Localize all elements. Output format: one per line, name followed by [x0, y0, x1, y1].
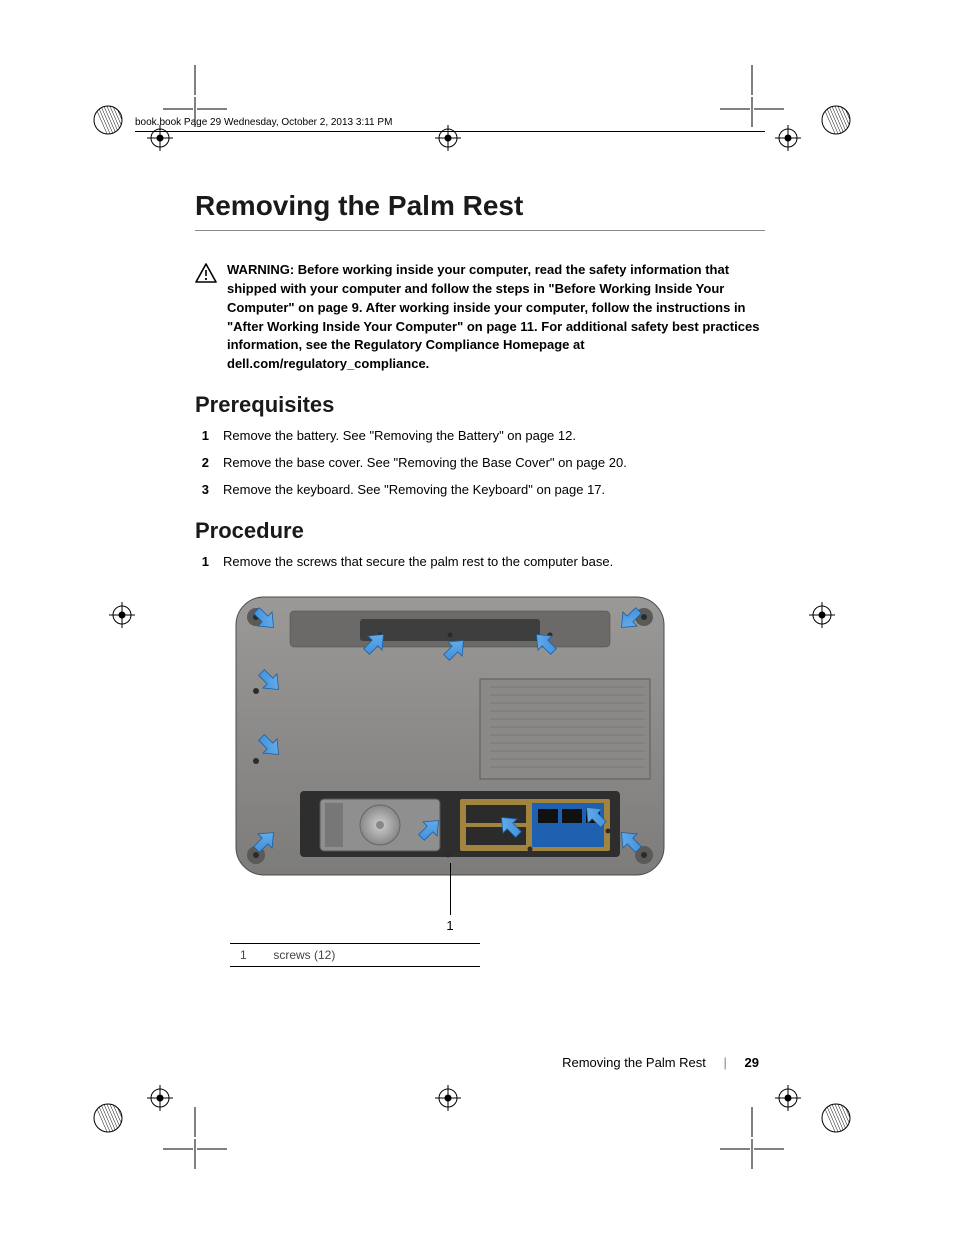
- step-text: Remove the base cover. See "Removing the…: [223, 453, 627, 474]
- step-number: 1: [195, 552, 209, 573]
- registration-mark-icon: [194, 1139, 196, 1174]
- registration-mark-icon: [809, 602, 835, 633]
- step-number: 3: [195, 480, 209, 501]
- step-number: 2: [195, 453, 209, 474]
- registration-mark-icon: [147, 125, 173, 156]
- step-text: Remove the keyboard. See "Removing the K…: [223, 480, 605, 501]
- procedure-list: 1 Remove the screws that secure the palm …: [195, 552, 765, 573]
- registration-mark-icon: [751, 97, 753, 132]
- heading-procedure: Procedure: [195, 518, 765, 544]
- figure-wrap: 1: [230, 591, 670, 967]
- heading-prerequisites: Prerequisites: [195, 392, 765, 418]
- registration-mark-icon: [194, 97, 196, 132]
- footer-page-number: 29: [745, 1055, 759, 1070]
- registration-mark-icon: [751, 1107, 753, 1142]
- screw-arrow-icon: [441, 635, 469, 663]
- registration-mark-icon: [435, 1085, 461, 1116]
- registration-mark-icon: [720, 1137, 750, 1155]
- screw-arrow-icon: [251, 605, 279, 633]
- registration-mark-icon: [197, 97, 227, 115]
- screw-arrow-icon: [581, 802, 609, 830]
- list-item: 1 Remove the battery. See "Removing the B…: [195, 426, 765, 447]
- prerequisites-list: 1 Remove the battery. See "Removing the B…: [195, 426, 765, 500]
- screw-arrow-icon: [496, 812, 524, 840]
- screw-arrow-icon: [256, 667, 284, 695]
- warning-icon: [195, 263, 217, 288]
- registration-mark-icon: [194, 1107, 196, 1142]
- step-text: Remove the battery. See "Removing the Ba…: [223, 426, 576, 447]
- registration-mark-icon: [820, 1102, 852, 1139]
- registration-mark-icon: [820, 104, 852, 141]
- footer-section: Removing the Palm Rest: [562, 1055, 706, 1070]
- screw-arrow-icon: [616, 605, 644, 633]
- registration-mark-icon: [147, 1085, 173, 1116]
- legend-number: 1: [240, 948, 270, 962]
- registration-mark-icon: [751, 65, 753, 100]
- screw-arrow-icon: [416, 815, 444, 843]
- registration-mark-icon: [163, 1137, 193, 1155]
- legend-label: screws (12): [273, 948, 335, 962]
- callout-leader-line: [450, 863, 451, 915]
- page-content: Removing the Palm Rest WARNING: Before w…: [195, 190, 765, 967]
- running-header: book.book Page 29 Wednesday, October 2, …: [135, 117, 392, 128]
- registration-mark-icon: [435, 125, 461, 156]
- registration-mark-icon: [754, 1137, 784, 1155]
- step-text: Remove the screws that secure the palm r…: [223, 552, 613, 573]
- step-number: 1: [195, 426, 209, 447]
- screw-arrow-icon: [616, 827, 644, 855]
- registration-mark-icon: [92, 104, 124, 141]
- warning-label: WARNING:: [227, 262, 294, 277]
- list-item: 3 Remove the keyboard. See "Removing the …: [195, 480, 765, 501]
- title-rule: [195, 230, 765, 231]
- figure-legend: 1 screws (12): [230, 943, 480, 967]
- registration-mark-icon: [775, 1085, 801, 1116]
- footer-separator: |: [724, 1055, 727, 1070]
- registration-mark-icon: [775, 125, 801, 156]
- list-item: 2 Remove the base cover. See "Removing th…: [195, 453, 765, 474]
- screw-arrow-icon: [251, 827, 279, 855]
- registration-mark-icon: [754, 97, 784, 115]
- registration-mark-icon: [92, 1102, 124, 1139]
- registration-mark-icon: [751, 1139, 753, 1174]
- registration-mark-icon: [720, 97, 750, 115]
- warning-body: Before working inside your computer, rea…: [227, 262, 759, 371]
- page-title: Removing the Palm Rest: [195, 190, 765, 222]
- warning-text: WARNING: Before working inside your comp…: [227, 261, 765, 374]
- registration-mark-icon: [194, 65, 196, 100]
- callout-number: 1: [446, 918, 453, 933]
- page-footer: Removing the Palm Rest | 29: [562, 1055, 759, 1070]
- registration-mark-icon: [109, 602, 135, 633]
- screw-arrow-icon: [256, 732, 284, 760]
- list-item: 1 Remove the screws that secure the palm …: [195, 552, 765, 573]
- warning-block: WARNING: Before working inside your comp…: [195, 261, 765, 374]
- figure-laptop-base: 1: [230, 591, 670, 881]
- registration-mark-icon: [197, 1137, 227, 1155]
- screw-arrow-icon: [361, 629, 389, 657]
- screw-arrow-icon: [531, 629, 559, 657]
- registration-mark-icon: [163, 97, 193, 115]
